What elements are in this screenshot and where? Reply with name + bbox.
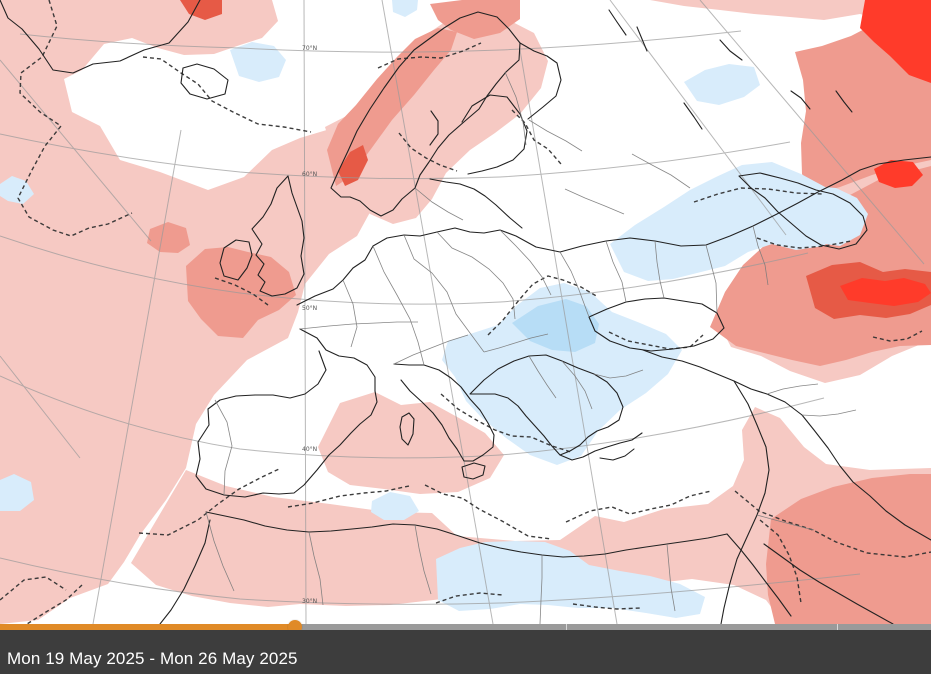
warm-medium-africa-east [766,474,931,624]
date-range-label: Mon 19 May 2025 - Mon 26 May 2025 [7,649,298,668]
cool-anomaly-north [392,0,418,17]
dashed-contours [0,0,931,624]
warm-anomaly-greenland [0,0,278,82]
coastlines [0,0,931,624]
country-borders [205,71,857,624]
warm-anomaly-atlantic [0,0,386,624]
lat-label-30: 30°N [302,598,317,605]
cool-anomaly-caspian [790,186,868,246]
anomaly-map[interactable]: 70°N 60°N 50°N 40°N 30°N [0,0,931,624]
warm-strong-northeast-core [860,0,931,83]
cool-anomaly-white-sea [684,64,760,105]
map-canvas: 70°N 60°N 50°N 40°N 30°N [0,0,931,624]
warm-anomaly-iberia-africa [131,407,931,624]
graticule-lines [0,0,925,624]
lat-label-70: 70°N [302,45,317,52]
lat-label-60: 60°N [302,171,317,178]
lat-label-50: 50°N [302,305,317,312]
timeline-progress [0,624,296,630]
warm-medium-norway [327,28,457,186]
cool-anomaly-black-sea [512,299,599,352]
cool-anomaly-iberia-coast [0,474,34,511]
warm-strong-greenland-core [180,0,222,20]
warm-medium-arctic [430,0,520,39]
cool-anomaly-balkans [442,283,682,465]
lat-label-40: 40°N [302,446,317,453]
cool-anomaly-north-africa [436,541,705,618]
warm-medium-uk [186,247,296,338]
warm-intense-east-core [840,278,931,306]
warm-anomaly-scandinavia [325,11,548,224]
warm-anomaly-central-mediterranean [318,392,504,494]
cool-anomaly-greenland-sea [230,42,286,82]
timeline-tick [836,624,838,630]
cool-anomaly-east-europe [610,162,848,281]
cool-anomaly-tunisia [371,492,419,520]
date-range-bar: Mon 19 May 2025 - Mon 26 May 2025 [0,630,931,674]
cool-anomaly-atlantic-west [0,176,34,204]
timeline-tick [566,624,568,630]
warm-medium-atlantic-patch [147,222,190,253]
warm-strong-norway-core [338,145,368,186]
warm-strong-east-blob [874,160,923,188]
